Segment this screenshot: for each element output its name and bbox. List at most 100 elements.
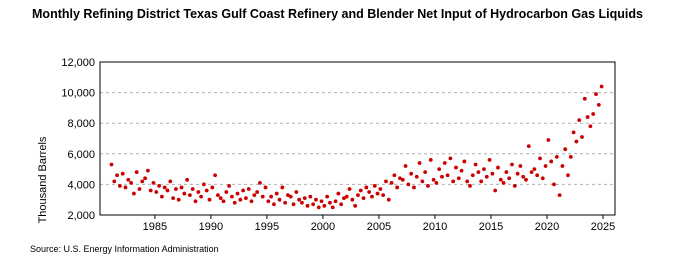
point bbox=[361, 196, 366, 201]
point bbox=[249, 199, 254, 204]
x-tick-label: 2010 bbox=[423, 221, 447, 233]
point bbox=[526, 144, 531, 149]
point bbox=[512, 184, 517, 188]
point bbox=[277, 197, 282, 202]
point bbox=[174, 187, 178, 191]
point bbox=[456, 176, 461, 181]
point bbox=[473, 162, 478, 167]
point bbox=[190, 187, 195, 191]
point bbox=[437, 167, 442, 172]
point bbox=[319, 199, 324, 204]
point bbox=[246, 187, 251, 191]
point bbox=[367, 190, 372, 194]
point bbox=[543, 164, 548, 168]
point bbox=[420, 179, 425, 184]
point bbox=[129, 180, 133, 185]
point bbox=[204, 188, 209, 193]
point bbox=[462, 159, 467, 164]
point bbox=[258, 180, 262, 185]
point bbox=[364, 185, 369, 190]
point bbox=[356, 193, 360, 198]
point bbox=[210, 185, 215, 190]
point bbox=[507, 176, 512, 181]
point bbox=[448, 156, 453, 161]
point bbox=[409, 171, 414, 176]
point bbox=[263, 185, 268, 190]
point bbox=[398, 176, 402, 181]
point bbox=[193, 199, 198, 204]
point bbox=[591, 112, 596, 116]
point bbox=[557, 193, 562, 198]
point bbox=[314, 197, 318, 202]
point bbox=[440, 174, 444, 179]
point bbox=[554, 154, 559, 159]
point bbox=[540, 176, 545, 181]
point bbox=[442, 161, 447, 165]
point bbox=[496, 165, 500, 170]
point bbox=[370, 194, 374, 199]
point bbox=[582, 96, 587, 101]
point bbox=[216, 193, 220, 198]
point bbox=[145, 168, 150, 173]
plot-frame bbox=[99, 61, 616, 216]
point bbox=[375, 191, 380, 196]
point bbox=[423, 170, 428, 175]
point bbox=[498, 177, 503, 182]
point bbox=[224, 190, 229, 194]
point bbox=[392, 173, 397, 178]
y-tick-label: 4,000 bbox=[67, 179, 95, 191]
point bbox=[230, 194, 234, 199]
point bbox=[291, 202, 296, 207]
point bbox=[325, 194, 330, 199]
point bbox=[179, 185, 184, 190]
point bbox=[389, 180, 394, 185]
point bbox=[188, 193, 192, 198]
point bbox=[566, 173, 570, 178]
point bbox=[403, 164, 408, 168]
point bbox=[171, 196, 175, 201]
point bbox=[560, 164, 565, 168]
x-tick-label: 2025 bbox=[591, 221, 615, 233]
source-note: Source: U.S. Energy Information Administ… bbox=[30, 244, 219, 254]
point bbox=[493, 188, 498, 193]
point bbox=[381, 193, 386, 198]
point bbox=[594, 92, 598, 97]
point bbox=[316, 205, 321, 210]
point bbox=[426, 184, 430, 188]
point bbox=[479, 179, 484, 184]
point bbox=[342, 196, 346, 201]
point bbox=[196, 190, 201, 194]
point bbox=[344, 194, 349, 199]
point bbox=[151, 180, 156, 185]
x-tick-label: 1985 bbox=[143, 221, 167, 233]
point bbox=[336, 191, 341, 196]
point bbox=[137, 187, 142, 191]
point bbox=[504, 170, 509, 175]
chart-title: Monthly Refining District Texas Gulf Coa… bbox=[32, 7, 643, 21]
x-tick-label: 2005 bbox=[367, 221, 391, 233]
point bbox=[232, 200, 237, 205]
point bbox=[288, 194, 293, 199]
point bbox=[400, 177, 405, 182]
point bbox=[353, 203, 358, 208]
point bbox=[580, 135, 584, 139]
point bbox=[255, 190, 260, 194]
y-tick-label: 6,000 bbox=[67, 149, 95, 161]
point bbox=[465, 179, 470, 184]
point bbox=[470, 173, 475, 178]
point bbox=[384, 179, 388, 184]
point bbox=[115, 173, 119, 178]
x-tick-label: 2015 bbox=[479, 221, 503, 233]
point bbox=[260, 194, 265, 199]
point bbox=[350, 197, 355, 202]
point bbox=[339, 202, 344, 207]
point bbox=[454, 165, 458, 170]
point bbox=[406, 182, 411, 187]
point bbox=[322, 203, 327, 208]
point bbox=[459, 168, 464, 173]
point bbox=[563, 147, 568, 152]
point bbox=[451, 179, 456, 184]
point bbox=[571, 130, 576, 135]
